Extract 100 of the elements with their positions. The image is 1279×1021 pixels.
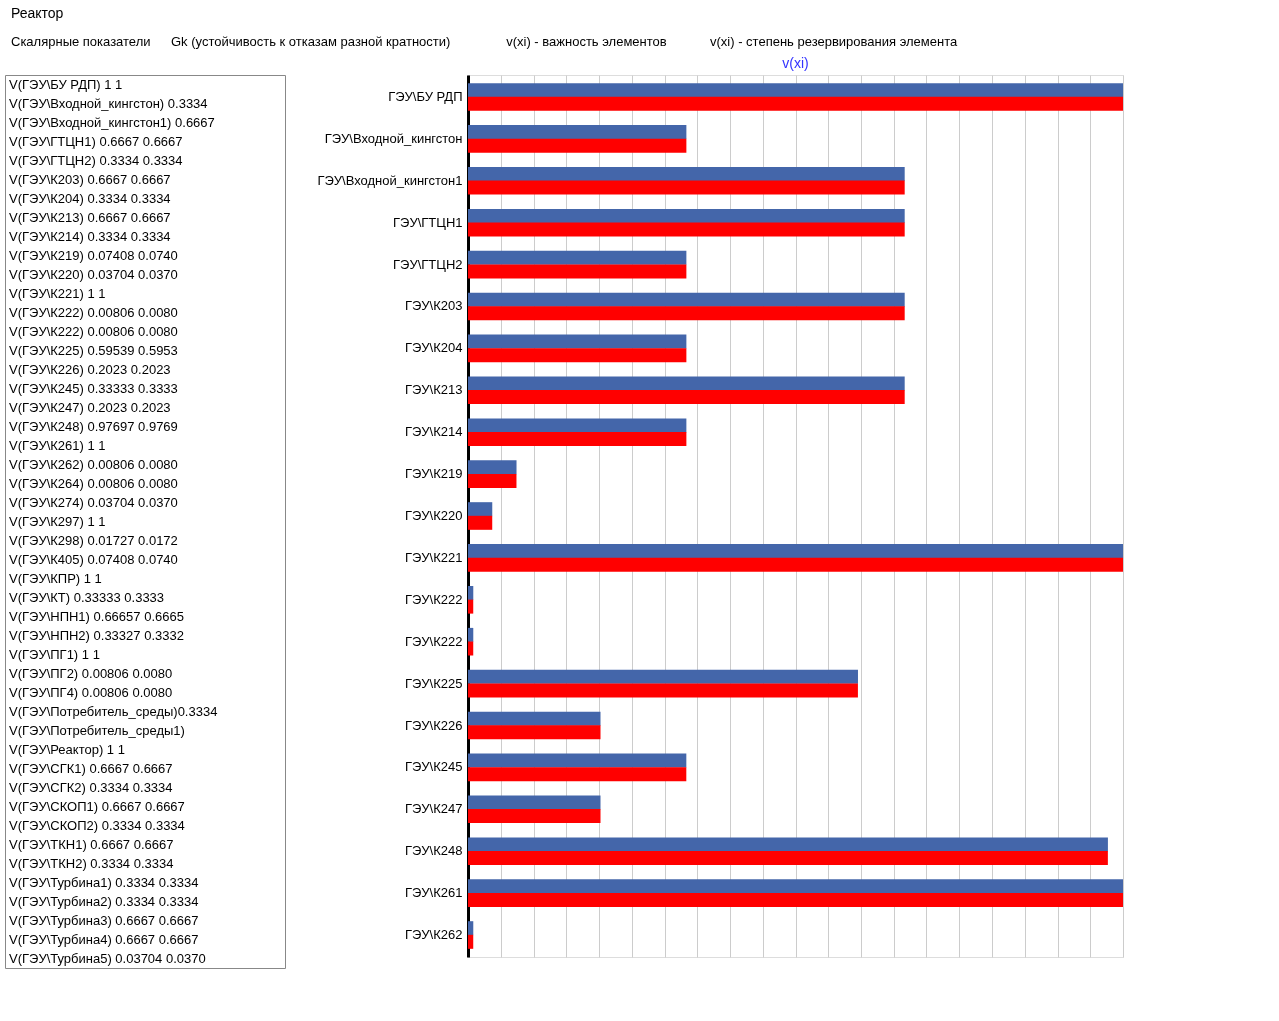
y-tick-label: ГЭУ\К226 [404,717,463,733]
text: V(ГЭУ\К264) 0.00806 0.0080 [9,475,178,491]
text: V(ГЭУ\К262) 0.00806 0.0080 [9,456,178,472]
bar [468,125,687,140]
bar [468,599,474,614]
bar [468,306,905,321]
y-tick-label: ГЭУ\ГТЦН1 [393,214,463,230]
text: V(ГЭУ\КТ) 0.33333 0.3333 [9,589,165,605]
y-tick-label: ГЭУ\К203 [404,298,463,314]
bar [468,669,858,684]
text: V(ГЭУ\К213) 0.6667 0.6667 [9,209,171,225]
text: V(ГЭУ\К203) 0.6667 0.6667 [9,171,171,187]
bar [468,683,858,698]
y-tick-label: ГЭУ\К220 [404,508,463,523]
bar [468,544,1123,559]
bar [468,473,517,488]
text: V(ГЭУ\ГТЦН1) 0.6667 0.6667 [9,133,183,149]
text: V(ГЭУ\К261) 1 1 [9,437,106,453]
y-tick-label: ГЭУ\К219 [404,466,463,482]
bar [468,753,687,768]
bar [468,585,474,600]
chart-title: v(xi) [782,55,809,71]
text: V(ГЭУ\НПН1) 0.66657 0.6665 [9,608,184,624]
y-tick-label: ГЭУ\К261 [404,885,463,901]
text: V(ГЭУ\КПР) 1 1 [9,570,102,586]
y-tick-label: ГЭУ\К225 [404,675,463,691]
text: V(ГЭУ\Турбина5) 0.03704 0.0370 [9,950,206,966]
text: Скалярные показатели [11,34,151,49]
bar [468,711,601,726]
text: V(ГЭУ\К297) 1 1 [9,513,106,529]
bar [468,557,1123,572]
y-tick-label: ГЭУ\К248 [404,843,463,859]
y-tick-label: ГЭУ\К204 [404,340,463,356]
text: v(xi) - степень резервирования элемента [710,34,958,49]
text: V(ГЭУ\Входной_кингстон1) 0.6667 [9,114,215,130]
text: V(ГЭУ\СКОП2) 0.3334 0.3334 [9,817,185,833]
bar [468,515,493,530]
bar [468,892,1123,907]
y-tick-label: ГЭУ\К262 [404,927,463,942]
bar [468,725,601,740]
y-tick-label: ГЭУ\К213 [404,382,463,398]
text: V(ГЭУ\ПГ2) 0.00806 0.0080 [9,665,173,681]
y-tick-label: ГЭУ\К221 [404,549,463,565]
text: V(ГЭУ\К214) 0.3334 0.3334 [9,228,171,244]
bar [468,837,1108,852]
text: V(ГЭУ\К298) 0.01727 0.0172 [9,532,178,548]
bar [468,641,474,656]
bar [468,390,905,405]
bar [468,934,474,949]
text: V(ГЭУ\ТКН2) 0.3334 0.3334 [9,855,174,871]
text: V(ГЭУ\Турбина1) 0.3334 0.3334 [9,874,199,890]
bar [468,264,687,279]
text: V(ГЭУ\СГК1) 0.6667 0.6667 [9,760,173,776]
bar [468,921,474,936]
bar [468,851,1108,866]
text: v(xi) - важность элементов [506,34,667,49]
bar [468,292,905,307]
text: V(ГЭУ\Турбина4) 0.6667 0.6667 [9,931,199,947]
text: V(ГЭУ\К225) 0.59539 0.5953 [9,342,178,358]
bar [468,138,687,153]
bar [468,208,905,223]
bar [468,767,687,782]
y-tick-label: ГЭУ\К222 [404,591,463,607]
text: V(ГЭУ\Турбина3) 0.6667 0.6667 [9,912,199,928]
y-tick-label: ГЭУ\БУ РДП [388,89,463,104]
text: V(ГЭУ\НПН2) 0.33327 0.3332 [9,627,184,643]
text: V(ГЭУ\Потребитель_среды)0.3334 [9,703,218,719]
text: V(ГЭУ\К245) 0.33333 0.3333 [9,380,178,396]
text: V(ГЭУ\К226) 0.2023 0.2023 [9,361,171,377]
text: V(ГЭУ\Турбина2) 0.3334 0.3334 [9,893,199,909]
bar [468,795,601,810]
text: V(ГЭУ\Входной_кингстон) 0.3334 [9,95,208,111]
text: V(ГЭУ\К405) 0.07408 0.0740 [9,551,178,567]
text: V(ГЭУ\ПГ1) 1 1 [9,646,100,662]
bar [468,879,1123,894]
text: V(ГЭУ\ПГ4) 0.00806 0.0080 [9,684,173,700]
bar [468,809,601,824]
y-tick-label: ГЭУ\Входной_кингстон1 [317,172,463,188]
text: V(ГЭУ\К220) 0.03704 0.0370 [9,266,178,282]
text: V(ГЭУ\СКОП1) 0.6667 0.6667 [9,798,185,814]
text: V(ГЭУ\К247) 0.2023 0.2023 [9,399,171,415]
text: Реактор [11,5,64,21]
text: V(ГЭУ\Потребитель_среды1) [9,722,185,738]
text: V(ГЭУ\ГТЦН2) 0.3334 0.3334 [9,152,183,168]
bar [468,460,517,475]
bar [468,96,1123,111]
text: V(ГЭУ\СГК2) 0.3334 0.3334 [9,779,173,795]
bar [468,432,687,447]
y-tick-label: ГЭУ\К222 [404,633,463,649]
text: V(ГЭУ\К222) 0.00806 0.0080 [9,304,178,320]
bar [468,418,687,433]
y-tick-label: ГЭУ\К245 [404,759,463,775]
text: V(ГЭУ\К221) 1 1 [9,285,106,301]
text: V(ГЭУ\Реактор) 1 1 [9,741,125,757]
text: V(ГЭУ\БУ РДП) 1 1 [9,76,123,92]
text: V(ГЭУ\ТКН1) 0.6667 0.6667 [9,836,174,852]
bar [468,627,474,642]
bar [468,348,687,363]
text: V(ГЭУ\К204) 0.3334 0.3334 [9,190,171,206]
text: Gk (устойчивость к отказам разной кратности) [171,34,451,49]
